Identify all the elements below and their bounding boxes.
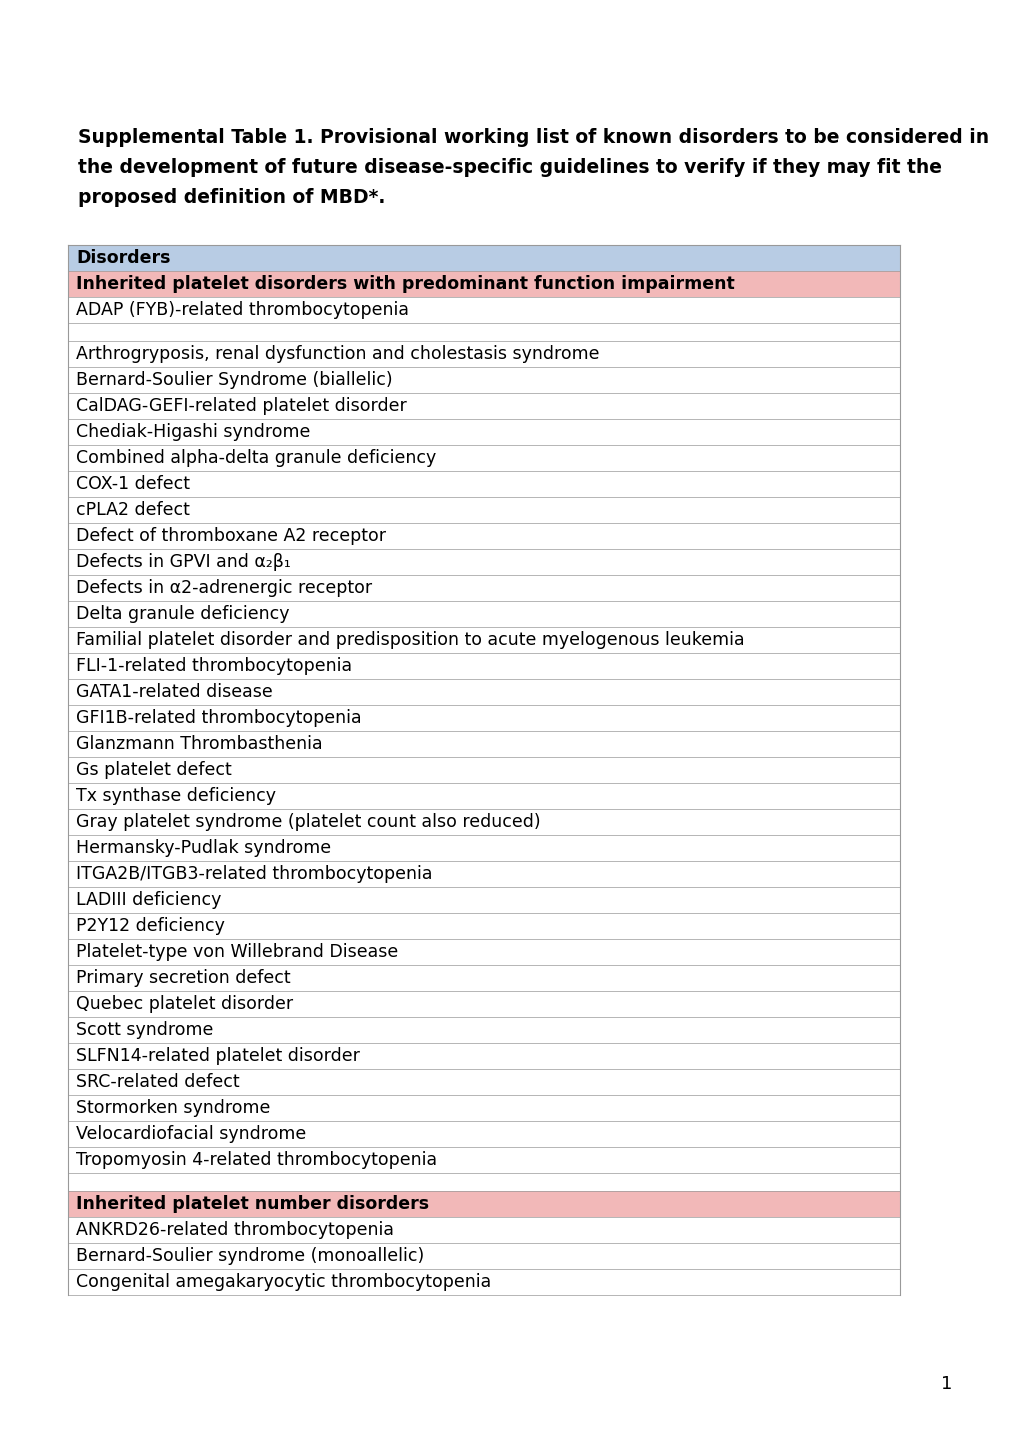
Text: ANKRD26-related thrombocytopenia: ANKRD26-related thrombocytopenia <box>76 1221 393 1240</box>
Bar <box>68 323 899 341</box>
Text: Stormorken syndrome: Stormorken syndrome <box>76 1100 270 1117</box>
Text: ADAP (FYB)-related thrombocytopenia: ADAP (FYB)-related thrombocytopenia <box>76 302 409 319</box>
Bar <box>68 758 899 784</box>
Bar <box>68 965 899 991</box>
Text: Tropomyosin 4-related thrombocytopenia: Tropomyosin 4-related thrombocytopenia <box>76 1152 437 1169</box>
Bar <box>68 1242 899 1268</box>
Text: COX-1 defect: COX-1 defect <box>76 475 190 494</box>
Text: the development of future disease-specific guidelines to verify if they may fit : the development of future disease-specif… <box>77 157 942 177</box>
Bar <box>68 628 899 654</box>
Text: Primary secretion defect: Primary secretion defect <box>76 970 290 987</box>
Bar <box>68 1069 899 1095</box>
Text: Hermansky-Pudlak syndrome: Hermansky-Pudlak syndrome <box>76 838 331 857</box>
Bar <box>68 522 899 548</box>
Text: proposed definition of MBD*.: proposed definition of MBD*. <box>77 188 385 206</box>
Text: Inherited platelet number disorders: Inherited platelet number disorders <box>76 1195 429 1214</box>
Text: Defects in GPVI and α₂β₁: Defects in GPVI and α₂β₁ <box>76 553 290 571</box>
Bar <box>68 1121 899 1147</box>
Bar <box>68 392 899 418</box>
Bar <box>68 654 899 680</box>
Text: CalDAG-GEFI-related platelet disorder: CalDAG-GEFI-related platelet disorder <box>76 397 407 416</box>
Text: Scott syndrome: Scott syndrome <box>76 1022 213 1039</box>
Bar <box>68 470 899 496</box>
Text: 1: 1 <box>940 1375 951 1392</box>
Text: Bernard-Soulier Syndrome (biallelic): Bernard-Soulier Syndrome (biallelic) <box>76 371 392 390</box>
Bar <box>68 991 899 1017</box>
Bar <box>68 1268 899 1294</box>
Bar <box>68 1017 899 1043</box>
Text: Glanzmann Thrombasthenia: Glanzmann Thrombasthenia <box>76 734 322 753</box>
Text: P2Y12 deficiency: P2Y12 deficiency <box>76 916 224 935</box>
Bar <box>68 574 899 600</box>
Bar <box>68 245 899 271</box>
Text: Platelet-type von Willebrand Disease: Platelet-type von Willebrand Disease <box>76 942 397 961</box>
Bar <box>68 1095 899 1121</box>
Bar <box>68 835 899 861</box>
Bar <box>68 1147 899 1173</box>
Text: SRC-related defect: SRC-related defect <box>76 1074 239 1091</box>
Text: Quebec platelet disorder: Quebec platelet disorder <box>76 996 292 1013</box>
Bar <box>68 861 899 887</box>
Text: Inherited platelet disorders with predominant function impairment: Inherited platelet disorders with predom… <box>76 276 734 293</box>
Bar <box>68 1190 899 1216</box>
Bar <box>68 1173 899 1190</box>
Bar <box>68 444 899 470</box>
Bar <box>68 341 899 367</box>
Text: Bernard-Soulier syndrome (monoallelic): Bernard-Soulier syndrome (monoallelic) <box>76 1247 424 1266</box>
Text: Tx synthase deficiency: Tx synthase deficiency <box>76 786 276 805</box>
Text: Gs platelet defect: Gs platelet defect <box>76 760 231 779</box>
Text: GATA1-related disease: GATA1-related disease <box>76 683 272 701</box>
Bar <box>68 418 899 444</box>
Text: Arthrogryposis, renal dysfunction and cholestasis syndrome: Arthrogryposis, renal dysfunction and ch… <box>76 345 599 364</box>
Bar <box>68 367 899 392</box>
Bar <box>68 297 899 323</box>
Text: GFI1B-related thrombocytopenia: GFI1B-related thrombocytopenia <box>76 709 362 727</box>
Bar <box>68 1216 899 1242</box>
Text: Supplemental Table 1. Provisional working list of known disorders to be consider: Supplemental Table 1. Provisional workin… <box>77 128 988 147</box>
Bar <box>68 887 899 913</box>
Text: Familial platelet disorder and predisposition to acute myelogenous leukemia: Familial platelet disorder and predispos… <box>76 631 744 649</box>
Bar <box>68 784 899 810</box>
Bar <box>68 913 899 939</box>
Text: Velocardiofacial syndrome: Velocardiofacial syndrome <box>76 1126 306 1143</box>
Text: Combined alpha-delta granule deficiency: Combined alpha-delta granule deficiency <box>76 449 436 468</box>
Bar <box>68 810 899 835</box>
Text: SLFN14-related platelet disorder: SLFN14-related platelet disorder <box>76 1048 360 1065</box>
Text: Delta granule deficiency: Delta granule deficiency <box>76 605 289 623</box>
Bar <box>68 548 899 574</box>
Text: LADIII deficiency: LADIII deficiency <box>76 890 221 909</box>
Bar <box>68 939 899 965</box>
Text: Disorders: Disorders <box>76 250 170 267</box>
Text: Chediak-Higashi syndrome: Chediak-Higashi syndrome <box>76 423 310 442</box>
Bar <box>68 706 899 732</box>
Bar <box>68 271 899 297</box>
Bar <box>68 732 899 758</box>
Text: Gray platelet syndrome (platelet count also reduced): Gray platelet syndrome (platelet count a… <box>76 812 540 831</box>
Text: Congenital amegakaryocytic thrombocytopenia: Congenital amegakaryocytic thrombocytope… <box>76 1273 491 1291</box>
Bar <box>68 496 899 522</box>
Bar <box>68 680 899 706</box>
Text: FLI-1-related thrombocytopenia: FLI-1-related thrombocytopenia <box>76 657 352 675</box>
Bar <box>68 600 899 628</box>
Text: cPLA2 defect: cPLA2 defect <box>76 501 190 519</box>
Text: Defects in α2-adrenergic receptor: Defects in α2-adrenergic receptor <box>76 579 372 597</box>
Bar <box>68 1043 899 1069</box>
Text: Defect of thromboxane A2 receptor: Defect of thromboxane A2 receptor <box>76 527 385 545</box>
Text: ITGA2B/ITGB3-related thrombocytopenia: ITGA2B/ITGB3-related thrombocytopenia <box>76 864 432 883</box>
